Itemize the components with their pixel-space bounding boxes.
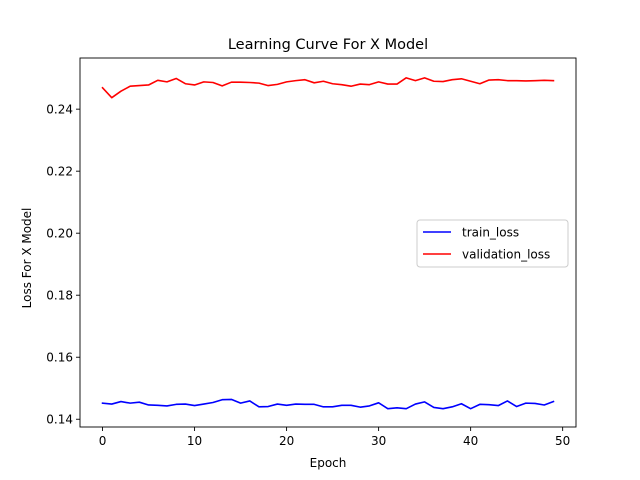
x-tick-label: 30 [371,434,386,448]
y-tick-label: 0.14 [46,413,73,427]
legend-box [416,219,569,268]
y-tick-label: 0.20 [46,227,73,241]
axes-frame [79,57,577,428]
y-tick-label: 0.22 [46,165,73,179]
x-tick-label: 10 [187,434,202,448]
legend-label-train-loss: train_loss [462,226,519,240]
chart-title: Learning Curve For X Model [228,37,428,53]
x-tick-label: 40 [463,434,478,448]
y-tick-label: 0.18 [46,289,73,303]
legend: train_loss validation_loss [416,219,569,268]
x-tick-label: 0 [99,434,107,448]
series-line-validation-loss [101,77,555,99]
y-tick-label: 0.16 [46,351,73,365]
plot-area: 0 10 20 30 40 50 0.14 0.16 0.18 0.20 0.22 0.24 [46,57,577,448]
x-tick-label: 20 [279,434,294,448]
y-tick-label: 0.24 [46,103,73,117]
series-line-train-loss [101,398,555,410]
x-tick-label: 50 [555,434,570,448]
y-axis-label: Loss For X Model [20,208,34,309]
legend-label-validation-loss: validation_loss [462,248,550,262]
x-axis-label: Epoch [310,456,347,470]
